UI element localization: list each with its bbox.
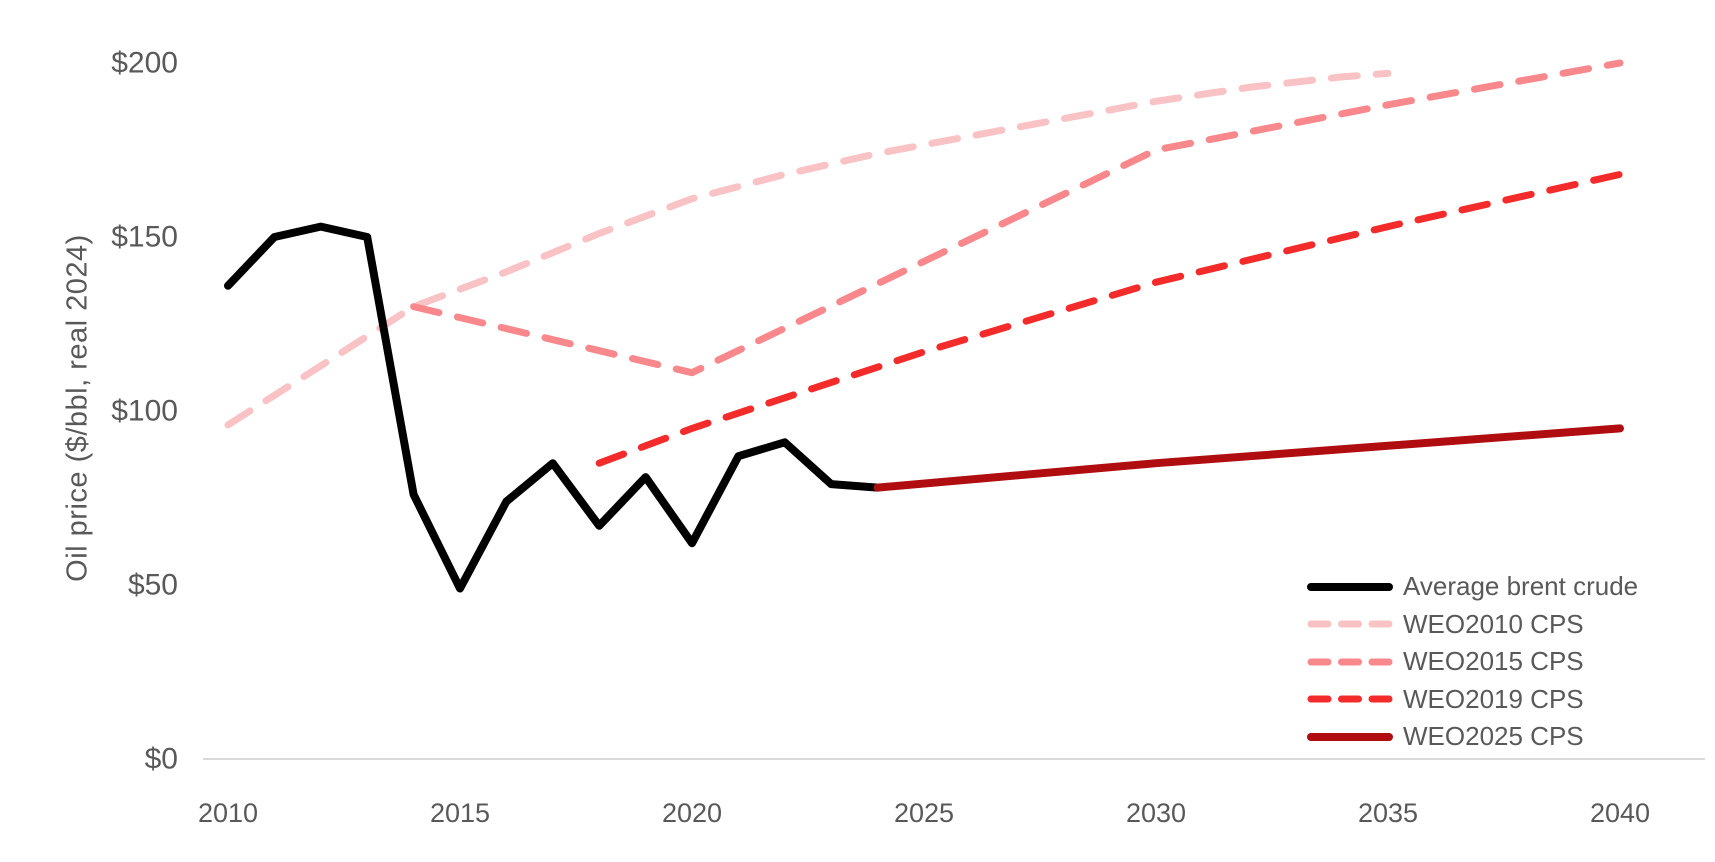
y-tick-label: $200 xyxy=(111,47,178,80)
y-tick-label: $150 xyxy=(111,221,178,254)
y-tick-label: $0 xyxy=(145,743,178,776)
y-tick-label: $100 xyxy=(111,395,178,428)
x-tick-label: 2015 xyxy=(430,798,490,828)
legend-label: WEO2010 CPS xyxy=(1403,608,1584,639)
legend-swatch-dashed-line-icon xyxy=(1307,620,1393,628)
y-axis-title: Oil price ($/bbl, real 2024) xyxy=(61,234,94,582)
legend-swatch-dashed-line-icon xyxy=(1307,695,1393,703)
legend-swatch-solid-line-icon xyxy=(1307,582,1393,591)
legend-item-weo2010-cps: WEO2010 CPS xyxy=(1307,606,1638,644)
x-tick-label: 2030 xyxy=(1126,798,1186,828)
legend-label: WEO2019 CPS xyxy=(1403,683,1584,714)
series-line-weo2025-cps xyxy=(873,424,1624,492)
legend-item-weo2015-cps: WEO2015 CPS xyxy=(1307,643,1638,681)
series-line-weo2010-cps xyxy=(224,69,1392,429)
legend-item-weo2019-cps: WEO2019 CPS xyxy=(1307,681,1638,719)
series-line-average-brent-crude xyxy=(224,222,882,593)
y-tick-label: $50 xyxy=(128,569,178,602)
legend-label: WEO2025 CPS xyxy=(1403,721,1584,752)
x-tick-label: 2040 xyxy=(1590,798,1650,828)
x-tick-label: 2035 xyxy=(1358,798,1418,828)
series-line-weo2019-cps xyxy=(595,170,1624,467)
x-tick-label: 2020 xyxy=(662,798,722,828)
x-tick-label: 2025 xyxy=(894,798,954,828)
x-tick-label: 2010 xyxy=(198,798,258,828)
legend-item-average-brent-crude: Average brent crude xyxy=(1307,568,1638,606)
legend-label: WEO2015 CPS xyxy=(1403,646,1584,677)
legend-swatch-dashed-line-icon xyxy=(1307,658,1393,666)
legend: Average brent crude WEO2010 CPS WEO2015 CP… xyxy=(1307,568,1638,756)
series-line-weo2015-cps xyxy=(410,59,1624,377)
legend-item-weo2025-cps: WEO2025 CPS xyxy=(1307,718,1638,756)
legend-swatch-solid-line-icon xyxy=(1307,732,1393,741)
legend-label: Average brent crude xyxy=(1403,571,1639,602)
